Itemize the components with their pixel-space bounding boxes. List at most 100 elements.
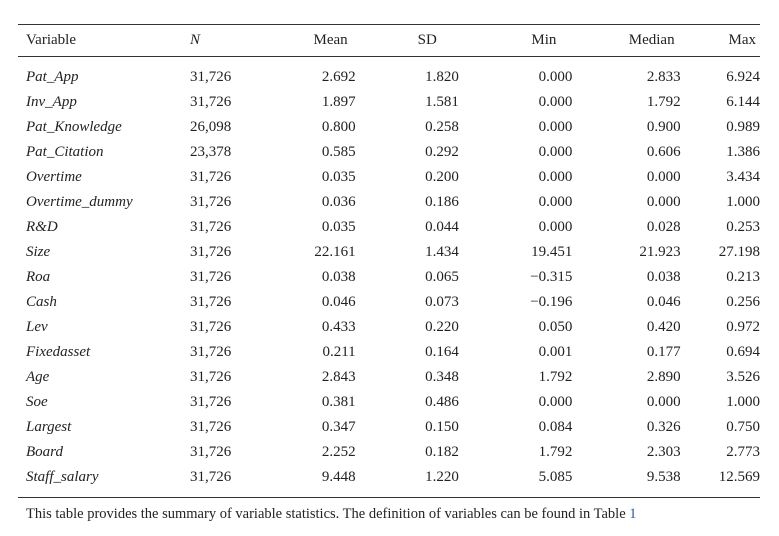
cell-sd: 0.164 — [425, 344, 459, 360]
cell-median: 0.420 — [646, 319, 681, 335]
cell-min: 0.000 — [538, 219, 573, 235]
cell-variable: Staff_salary — [26, 469, 99, 485]
cell-n: 31,726 — [190, 469, 232, 485]
cell-mean: 2.252 — [321, 444, 356, 460]
cell-max: 3.526 — [726, 369, 760, 385]
cell-sd: 1.220 — [425, 469, 459, 485]
cell-mean: 0.035 — [321, 219, 356, 235]
cell-median: 0.000 — [646, 394, 681, 410]
cell-sd: 0.150 — [425, 419, 459, 435]
table-body: Pat_App 31,726 2.692 1.820 0.000 2.833 6… — [18, 57, 760, 498]
cell-mean: 0.433 — [321, 319, 356, 335]
cell-mean: 0.036 — [321, 194, 356, 210]
cell-sd: 0.348 — [425, 369, 459, 385]
cell-mean: 0.038 — [321, 269, 356, 285]
cell-variable: Pat_App — [26, 69, 79, 85]
cell-n: 31,726 — [190, 219, 232, 235]
cell-n: 26,098 — [190, 119, 232, 135]
cell-median: 0.177 — [646, 344, 681, 360]
cell-median: 0.028 — [646, 219, 681, 235]
table-header: Variable N Mean SD Min Median Max — [18, 24, 760, 57]
table-row: Pat_Knowledge 26,098 0.800 0.258 0.000 0… — [18, 115, 760, 140]
cell-max: 3.434 — [726, 169, 760, 185]
cell-mean: 9.448 — [321, 469, 356, 485]
cell-sd: 0.258 — [425, 119, 459, 135]
cell-min: 5.085 — [538, 469, 573, 485]
table-note-text: This table provides the summary of varia… — [26, 506, 630, 522]
cell-mean: 0.046 — [321, 294, 356, 310]
cell-variable: Pat_Knowledge — [26, 119, 122, 135]
cell-min: 0.001 — [538, 344, 573, 360]
cell-n: 31,726 — [190, 244, 232, 260]
table-row: Largest 31,726 0.347 0.150 0.084 0.326 0… — [18, 415, 760, 440]
cell-min: 0.000 — [538, 94, 573, 110]
table-row: Inv_App 31,726 1.897 1.581 0.000 1.792 6… — [18, 90, 760, 115]
cell-min: 0.000 — [538, 144, 573, 160]
cell-variable: Overtime_dummy — [26, 194, 133, 210]
cell-sd: 1.434 — [425, 244, 459, 260]
table-row: Overtime 31,726 0.035 0.200 0.000 0.000 … — [18, 165, 760, 190]
cell-sd: 1.581 — [425, 94, 459, 110]
cell-min: 0.000 — [538, 169, 573, 185]
table-reference-link[interactable]: 1 — [629, 506, 637, 522]
cell-sd: 0.044 — [425, 219, 459, 235]
cell-variable: R&D — [26, 219, 58, 235]
cell-max: 6.924 — [726, 69, 760, 85]
table-row: Lev 31,726 0.433 0.220 0.050 0.420 0.972 — [18, 315, 760, 340]
cell-mean: 0.800 — [321, 119, 356, 135]
cell-sd: 0.065 — [425, 269, 459, 285]
cell-variable: Board — [26, 444, 63, 460]
cell-max: 6.144 — [726, 94, 760, 110]
header-sd: SD — [417, 32, 437, 48]
cell-min: −0.315 — [530, 269, 573, 285]
cell-variable: Fixedasset — [26, 344, 91, 360]
cell-median: 2.890 — [646, 369, 681, 385]
cell-n: 31,726 — [190, 169, 232, 185]
cell-mean: 0.035 — [321, 169, 356, 185]
cell-variable: Overtime — [26, 169, 82, 185]
cell-variable: Lev — [26, 319, 48, 335]
cell-sd: 0.073 — [425, 294, 459, 310]
cell-variable: Soe — [26, 394, 48, 410]
cell-sd: 0.186 — [425, 194, 459, 210]
cell-n: 31,726 — [190, 194, 232, 210]
cell-n: 31,726 — [190, 269, 232, 285]
cell-min: −0.196 — [530, 294, 573, 310]
cell-median: 0.000 — [646, 194, 681, 210]
cell-n: 31,726 — [190, 94, 232, 110]
cell-mean: 0.381 — [321, 394, 356, 410]
table-row: Age 31,726 2.843 0.348 1.792 2.890 3.526 — [18, 365, 760, 390]
cell-max: 0.213 — [726, 269, 760, 285]
cell-max: 27.198 — [718, 244, 760, 260]
table-row: Overtime_dummy 31,726 0.036 0.186 0.000 … — [18, 190, 760, 215]
cell-max: 12.569 — [718, 469, 760, 485]
cell-median: 0.326 — [646, 419, 681, 435]
cell-median: 0.606 — [646, 144, 681, 160]
header-variable: Variable — [26, 32, 76, 48]
cell-mean: 0.211 — [322, 344, 356, 360]
cell-mean: 0.347 — [321, 419, 356, 435]
summary-statistics-table: Variable N Mean SD Min Median Max Pat_Ap… — [18, 24, 760, 498]
cell-n: 31,726 — [190, 294, 232, 310]
cell-max: 0.750 — [726, 419, 760, 435]
table-row: Pat_Citation 23,378 0.585 0.292 0.000 0.… — [18, 140, 760, 165]
cell-mean: 2.843 — [321, 369, 356, 385]
cell-variable: Pat_Citation — [26, 144, 104, 160]
cell-mean: 0.585 — [321, 144, 356, 160]
cell-n: 31,726 — [190, 394, 232, 410]
table-row: Pat_App 31,726 2.692 1.820 0.000 2.833 6… — [18, 57, 760, 91]
cell-min: 0.000 — [538, 69, 573, 85]
cell-sd: 1.820 — [425, 69, 459, 85]
table-row: Board 31,726 2.252 0.182 1.792 2.303 2.7… — [18, 440, 760, 465]
cell-min: 0.000 — [538, 394, 573, 410]
header-max: Max — [728, 32, 757, 48]
header-min: Min — [531, 32, 557, 48]
cell-variable: Largest — [26, 419, 72, 435]
cell-max: 2.773 — [726, 444, 760, 460]
header-median: Median — [628, 32, 675, 48]
cell-variable: Cash — [26, 294, 57, 310]
cell-median: 0.046 — [646, 294, 681, 310]
table-row: Soe 31,726 0.381 0.486 0.000 0.000 1.000 — [18, 390, 760, 415]
cell-n: 31,726 — [190, 419, 232, 435]
